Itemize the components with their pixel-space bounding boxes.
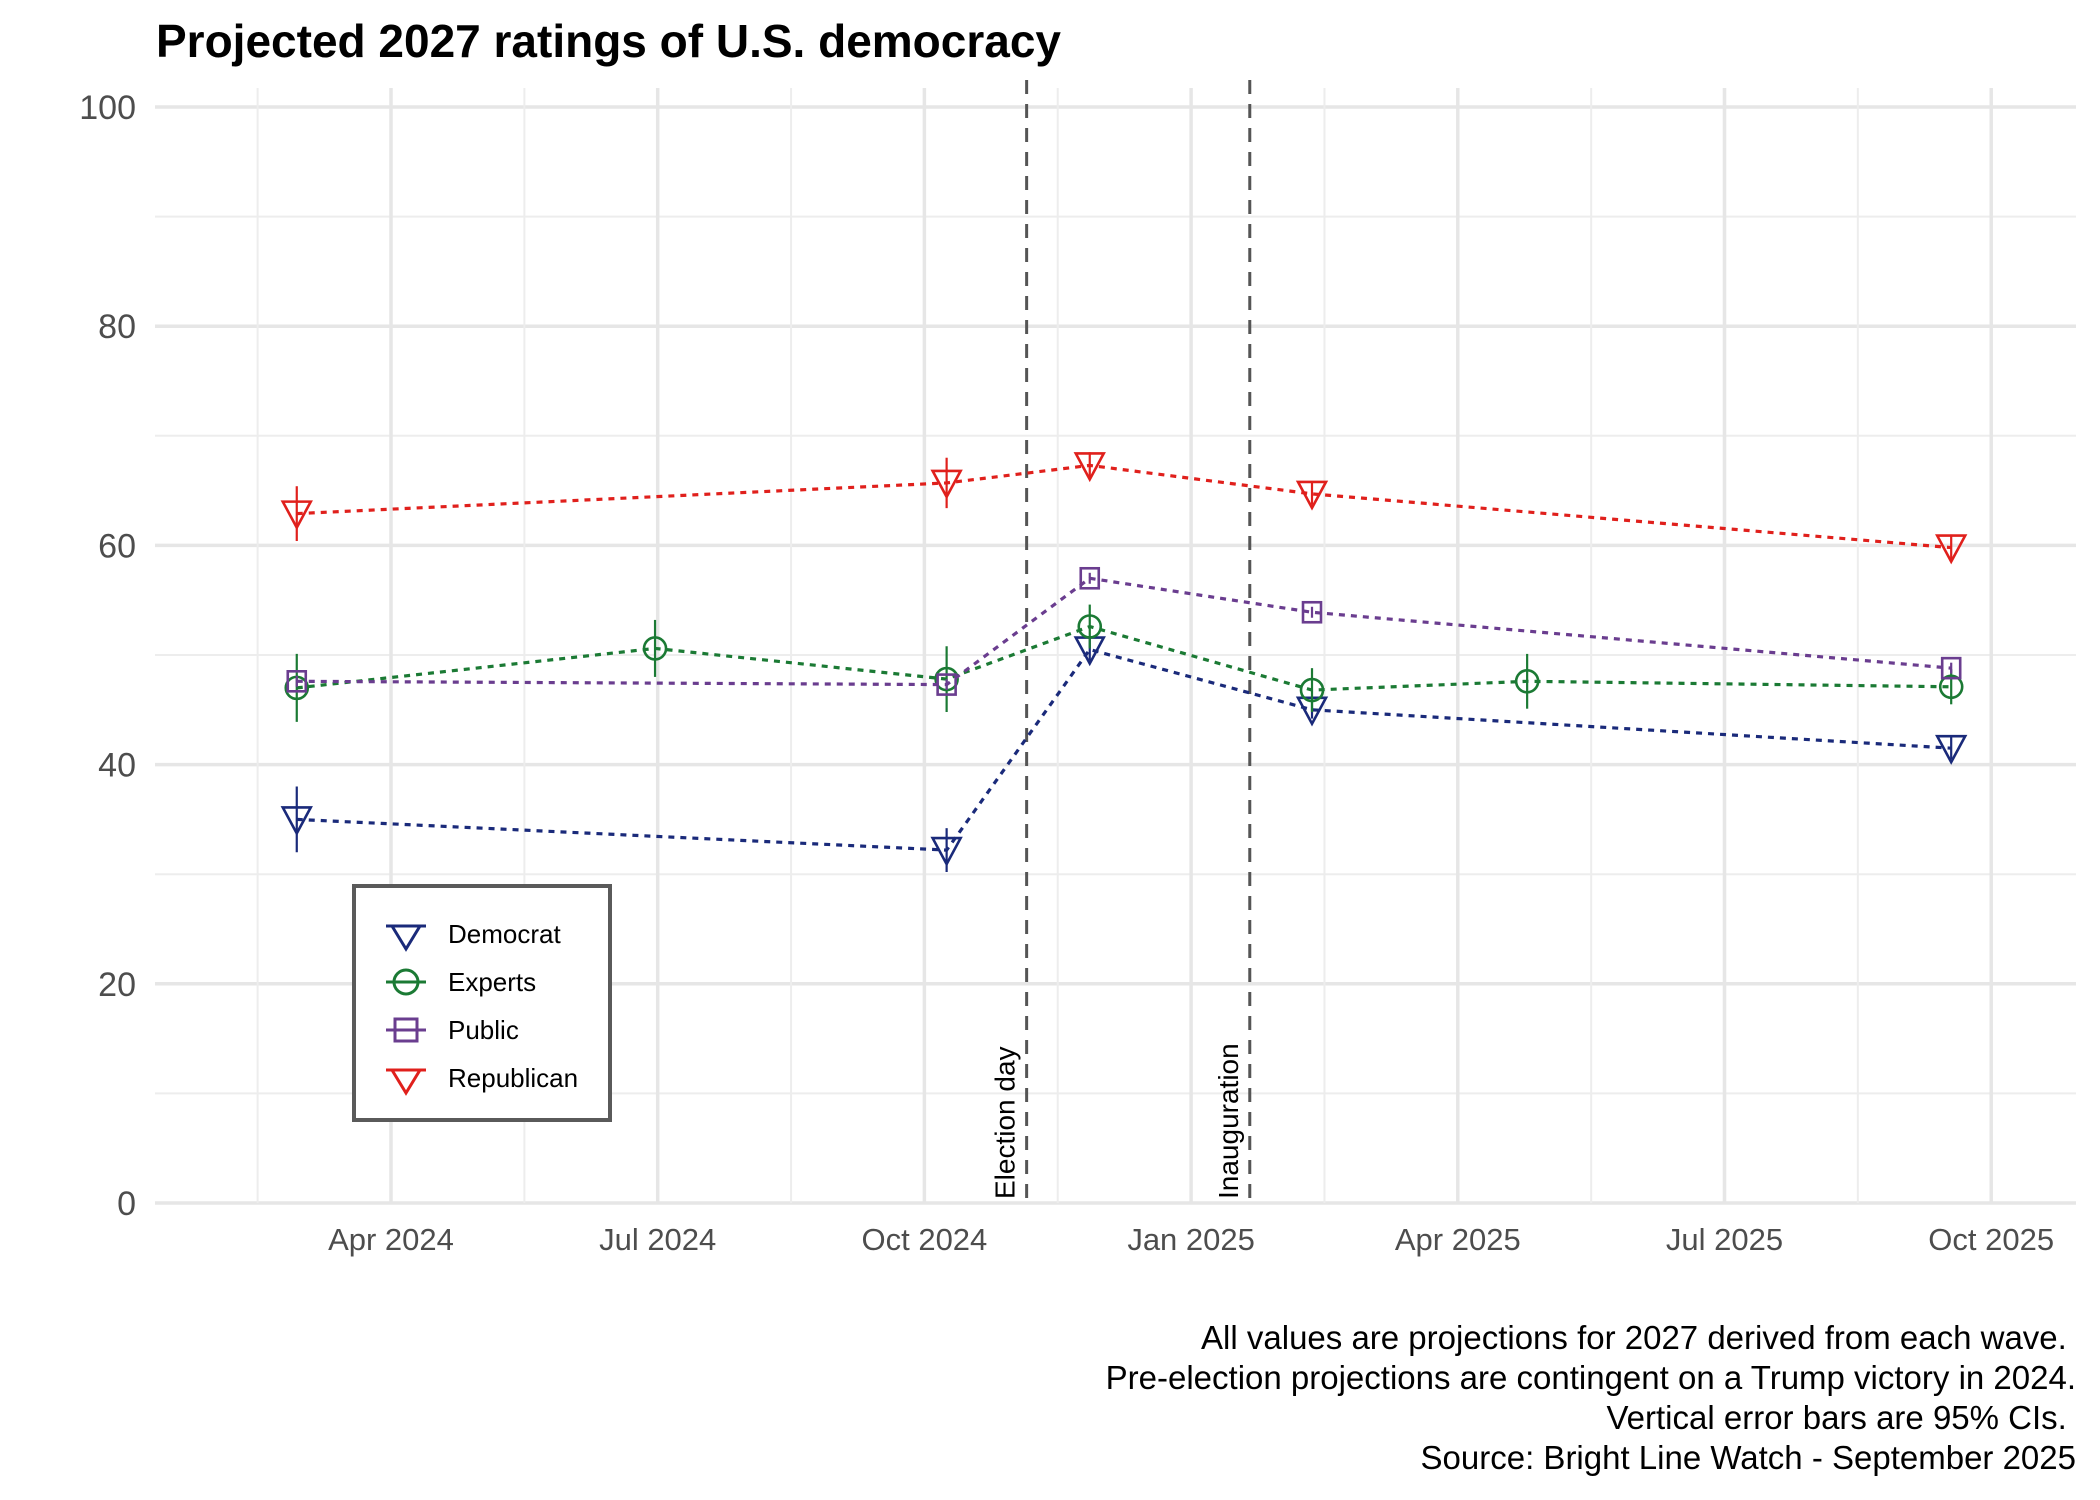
data-point <box>1077 614 1103 639</box>
data-point <box>930 469 963 500</box>
series-line <box>296 647 1952 852</box>
caption-line: Pre-election projections are contingent … <box>1105 1359 2076 1396</box>
legend-label: Republican <box>448 1062 579 1093</box>
legend-item-public: Public <box>384 1010 519 1050</box>
legend-label: Democrat <box>448 918 561 949</box>
legend-democrat-triangle-icon <box>386 924 426 952</box>
x-tick-label: Apr 2025 <box>1395 1222 1521 1257</box>
y-tick-label: 100 <box>79 89 136 127</box>
x-tick-label: Oct 2025 <box>1928 1222 2054 1257</box>
data-point <box>1079 566 1101 590</box>
y-tick-label: 60 <box>98 527 136 565</box>
legend: Democrat Experts Public Republican <box>352 884 612 1122</box>
y-tick-label: 80 <box>98 308 136 346</box>
data-point <box>280 500 313 531</box>
series-line <box>296 463 1952 550</box>
data-point <box>1935 734 1968 765</box>
legend-label: Experts <box>448 966 537 997</box>
data-point <box>1299 677 1325 703</box>
series-layer <box>280 452 1968 873</box>
data-point <box>1301 600 1323 624</box>
data-point <box>642 636 668 661</box>
data-point <box>1295 480 1329 511</box>
data-point <box>280 806 313 837</box>
series-public <box>286 566 1962 696</box>
legend-item-republican: Republican <box>384 1058 578 1098</box>
data-point <box>1514 669 1540 694</box>
x-tick-label: Jul 2025 <box>1666 1222 1783 1257</box>
caption-line: Source: Bright Line Watch - September 20… <box>1420 1439 2076 1476</box>
y-tick-label: 0 <box>117 1185 136 1223</box>
series-line <box>296 576 1952 687</box>
legend-item-democrat: Democrat <box>384 914 561 954</box>
series-republican <box>280 452 1968 565</box>
data-point <box>1935 534 1968 565</box>
legend-experts-circle-icon <box>386 968 426 996</box>
data-point <box>934 666 959 692</box>
y-tick-label: 20 <box>98 966 136 1004</box>
chart-title: Projected 2027 ratings of U.S. democracy <box>156 15 1062 67</box>
data-point <box>1073 452 1106 483</box>
legend-republican-triangle-icon <box>386 1068 426 1096</box>
series-experts <box>284 604 1964 722</box>
legend-public-square-icon <box>386 1017 426 1043</box>
series-democrat <box>280 636 1968 873</box>
data-point <box>930 836 963 867</box>
reference-lines: Election day Inauguration <box>990 80 1252 1203</box>
reference-line-label: Inauguration <box>1213 1043 1244 1199</box>
series-line <box>296 624 1952 692</box>
data-point <box>286 670 308 693</box>
x-tick-label: Oct 2024 <box>861 1222 987 1257</box>
caption: All values are projections for 2027 deri… <box>1106 1318 2076 1478</box>
reference-line-label: Election day <box>990 1046 1021 1199</box>
y-tick-label: 40 <box>98 747 136 785</box>
legend-item-experts: Experts <box>384 962 536 1002</box>
data-point <box>1940 656 1962 680</box>
x-tick-label: Jul 2024 <box>599 1222 716 1257</box>
x-tick-label: Apr 2024 <box>328 1222 454 1257</box>
y-axis-ticks: 0 20 40 60 80 100 <box>79 89 136 1223</box>
data-point <box>936 673 957 696</box>
data-point <box>1938 674 1964 700</box>
legend-label: Public <box>448 1014 519 1045</box>
x-tick-label: Jan 2025 <box>1127 1222 1255 1257</box>
caption-line: Vertical error bars are 95% CIs. <box>1606 1399 2076 1436</box>
caption-line: All values are projections for 2027 deri… <box>1201 1319 2076 1356</box>
x-axis-ticks: Apr 2024 Jul 2024 Oct 2024 Jan 2025 Apr 2025… <box>328 1222 2054 1257</box>
